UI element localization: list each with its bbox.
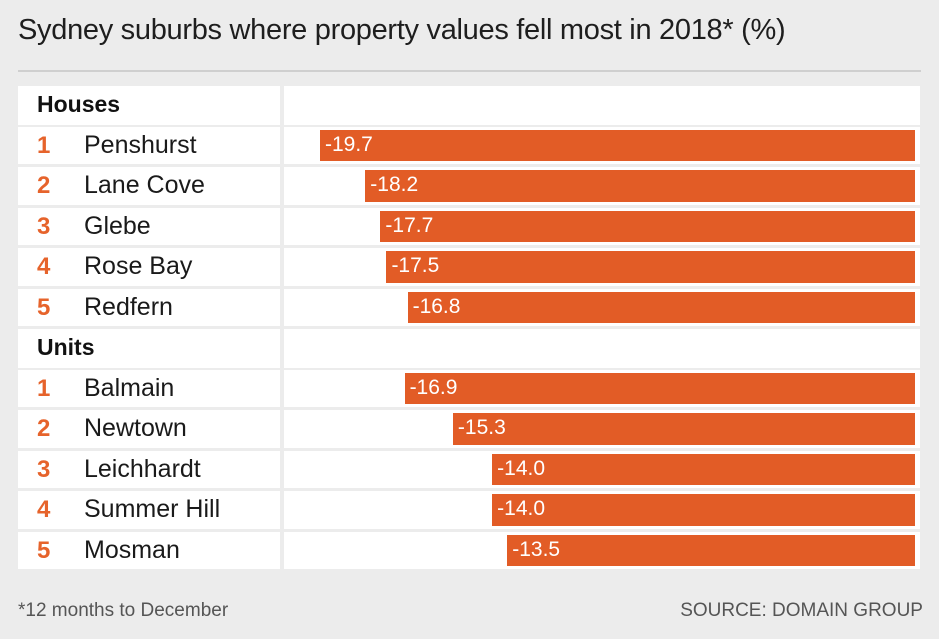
table-row-left — [18, 410, 280, 448]
rank-number: 2 — [37, 172, 51, 199]
data-label: -14.0 — [497, 456, 546, 480]
table-row-left — [18, 248, 280, 286]
bar-houses-1 — [320, 129, 915, 161]
data-label: -17.7 — [385, 213, 434, 237]
rank-number: 2 — [37, 415, 51, 442]
suburb-name: Rose Bay — [84, 252, 193, 280]
group-header-row-left — [18, 329, 280, 368]
suburb-name: Penshurst — [84, 130, 197, 159]
bar-units-5 — [507, 534, 915, 566]
chart-title: Sydney suburbs where property values fel… — [18, 14, 786, 46]
data-label: -17.5 — [391, 254, 440, 277]
bar-houses-4 — [386, 251, 915, 283]
rank-number: 5 — [37, 293, 51, 321]
rank-number: 3 — [37, 455, 51, 483]
suburb-name: Leichhardt — [84, 454, 201, 483]
source-credit: SOURCE: DOMAIN GROUP — [680, 600, 923, 621]
group-header-row-left — [18, 86, 280, 125]
bar-houses-3 — [380, 210, 915, 242]
rank-number: 3 — [37, 212, 51, 240]
data-label: -14.0 — [497, 497, 546, 520]
table-row-left — [18, 126, 280, 164]
bar-houses-5 — [407, 291, 915, 323]
data-label: -19.7 — [325, 132, 373, 156]
rank-number: 4 — [37, 496, 51, 523]
data-label: -18.2 — [370, 173, 419, 196]
group-label-units: Units — [37, 334, 95, 360]
data-label: -16.9 — [409, 375, 458, 399]
table-row-left — [18, 369, 280, 407]
table-row-left — [18, 288, 280, 326]
footnote: *12 months to December — [18, 600, 229, 621]
bar-units-1 — [404, 372, 915, 404]
suburb-name: Summer Hill — [84, 495, 221, 523]
table-row-left — [18, 450, 280, 488]
bar-units-3 — [492, 453, 915, 485]
suburb-name: Balmain — [84, 373, 175, 402]
table-row-left — [18, 491, 280, 529]
group-header-row-right — [284, 329, 920, 368]
rank-number: 4 — [37, 253, 51, 280]
table-row-left — [18, 207, 280, 245]
suburb-name: Glebe — [84, 211, 151, 240]
bar-units-4 — [492, 494, 915, 526]
table-row-left — [18, 167, 280, 205]
table-row-left — [18, 531, 280, 569]
group-label-houses: Houses — [37, 91, 121, 117]
data-label: -15.3 — [457, 416, 506, 439]
title-divider — [18, 70, 921, 72]
suburb-name: Redfern — [84, 292, 173, 321]
rank-number: 5 — [37, 536, 51, 564]
bar-units-2 — [452, 413, 915, 445]
data-label: -16.8 — [412, 294, 461, 318]
group-header-row-right — [284, 86, 920, 125]
rank-number: 1 — [37, 131, 51, 159]
data-label: -13.5 — [512, 537, 561, 561]
suburb-name: Lane Cove — [84, 171, 205, 199]
bar-houses-2 — [365, 170, 915, 202]
suburb-name: Newtown — [84, 414, 187, 442]
suburb-name: Mosman — [84, 535, 180, 564]
rank-number: 1 — [37, 374, 51, 402]
